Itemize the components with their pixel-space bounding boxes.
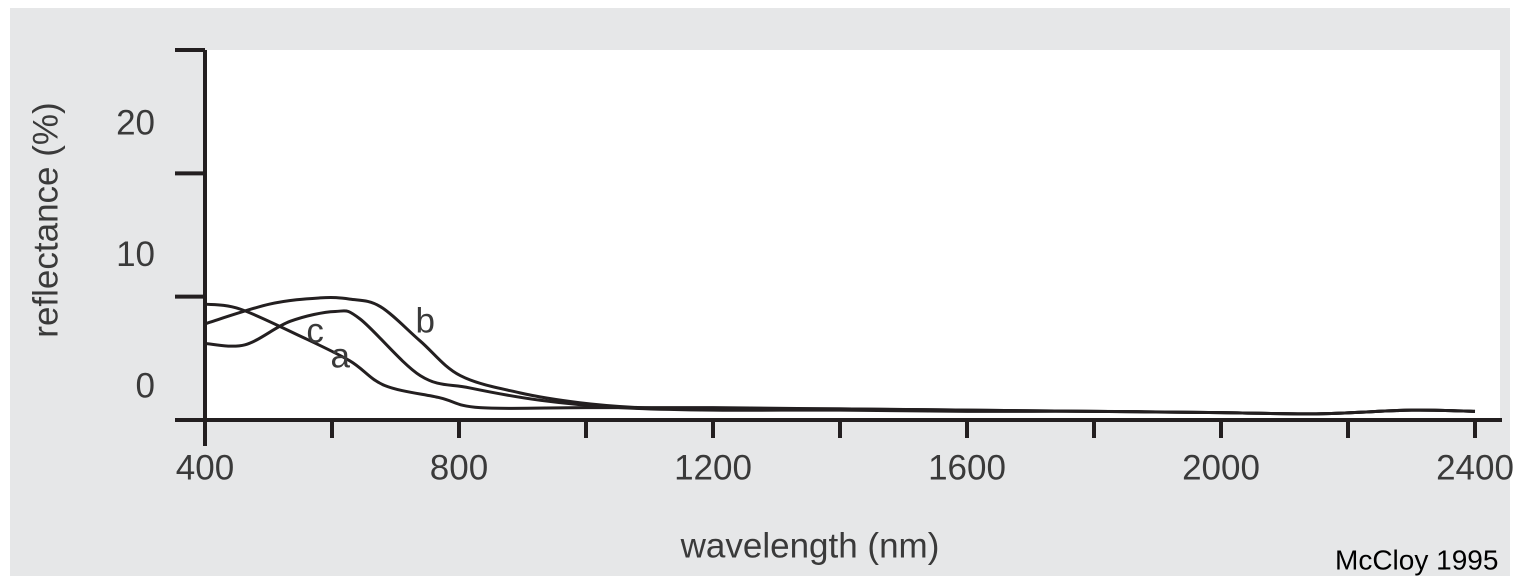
series-label: a (331, 336, 351, 375)
x-tick-label: 1600 (928, 448, 1006, 487)
x-tick-label: 2400 (1436, 448, 1514, 487)
y-tick-label: 10 (116, 235, 155, 274)
y-tick-label: 0 (136, 366, 155, 405)
x-tick-label: 800 (430, 448, 488, 487)
series-label: b (416, 301, 435, 340)
source-note: McCloy 1995 (1335, 544, 1498, 575)
x-axis-label: wavelength (nm) (680, 526, 940, 565)
series-label: c (306, 312, 324, 351)
x-tick-label: 400 (176, 448, 234, 487)
x-tick-label: 1200 (674, 448, 752, 487)
plot-area (205, 50, 1500, 420)
x-tick-label: 2000 (1182, 448, 1260, 487)
y-tick-label: 20 (116, 104, 155, 143)
series-line (204, 309, 1476, 416)
y-axis-label: reflectance (%) (26, 102, 65, 337)
